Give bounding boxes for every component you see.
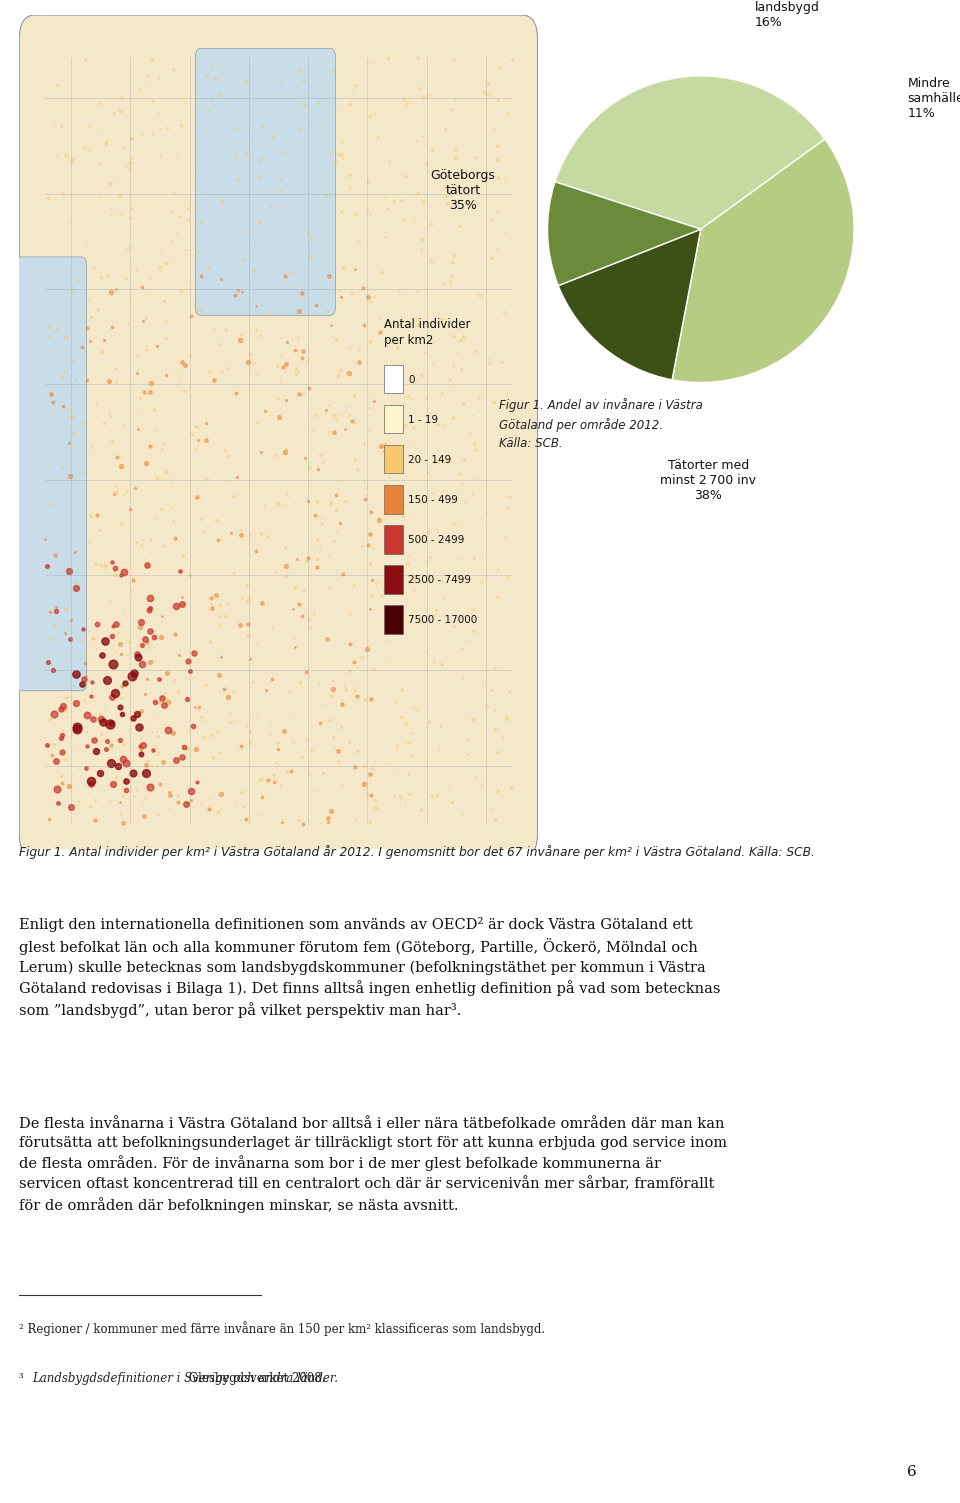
Bar: [384, 404, 403, 433]
Text: Figur 1. Andel av invånare i Västra
Götaland per område 2012.
Källa: SCB.: Figur 1. Andel av invånare i Västra Göta…: [499, 398, 703, 449]
Text: 2500 - 7499: 2500 - 7499: [409, 576, 471, 585]
Text: 6: 6: [907, 1465, 917, 1479]
Text: Antal individer
per km2: Antal individer per km2: [384, 319, 470, 347]
Bar: [384, 565, 403, 594]
Bar: [384, 365, 403, 394]
Text: ² Regioner / kommuner med färre invånare än 150 per km² klassificeras som landsb: ² Regioner / kommuner med färre invånare…: [19, 1321, 545, 1336]
Bar: [384, 445, 403, 473]
Text: ³: ³: [19, 1372, 28, 1384]
FancyBboxPatch shape: [19, 15, 538, 858]
Text: Glesbygdsverket 2008.: Glesbygdsverket 2008.: [184, 1372, 324, 1384]
Wedge shape: [559, 228, 701, 380]
Text: Göteborgs
tätort
35%: Göteborgs tätort 35%: [431, 170, 495, 212]
Text: Figur 1. Antal individer per km² i Västra Götaland år 2012. I genomsnitt bor det: Figur 1. Antal individer per km² i Västr…: [19, 845, 815, 858]
Text: 7500 - 17000: 7500 - 17000: [409, 615, 478, 625]
Wedge shape: [555, 77, 825, 228]
Text: 20 - 149: 20 - 149: [409, 455, 452, 464]
Text: 150 - 499: 150 - 499: [409, 494, 458, 505]
Text: De flesta invånarna i Västra Götaland bor alltså i eller nära tätbefolkade områd: De flesta invånarna i Västra Götaland bo…: [19, 1117, 728, 1213]
Bar: [384, 525, 403, 553]
Text: 0: 0: [409, 374, 415, 385]
Wedge shape: [547, 182, 701, 286]
FancyBboxPatch shape: [14, 257, 86, 691]
Text: Mindre
samhällen
11%: Mindre samhällen 11%: [908, 77, 960, 120]
Text: Tätorter med
minst 2 700 inv
38%: Tätorter med minst 2 700 inv 38%: [660, 460, 756, 502]
Text: Övrig
landsbygd
16%: Övrig landsbygd 16%: [755, 0, 819, 29]
Bar: [384, 485, 403, 514]
Text: 500 - 2499: 500 - 2499: [409, 535, 465, 546]
FancyBboxPatch shape: [196, 48, 335, 316]
Bar: [384, 606, 403, 634]
Text: Landsbygdsdefinitioner i Sverige och andra länder.: Landsbygdsdefinitioner i Sverige och and…: [32, 1372, 338, 1384]
Wedge shape: [672, 140, 854, 382]
Text: Enligt den internationella definitionen som används av OECD² är dock Västra Göta: Enligt den internationella definitionen …: [19, 917, 721, 1018]
Text: 1 - 19: 1 - 19: [409, 415, 439, 425]
